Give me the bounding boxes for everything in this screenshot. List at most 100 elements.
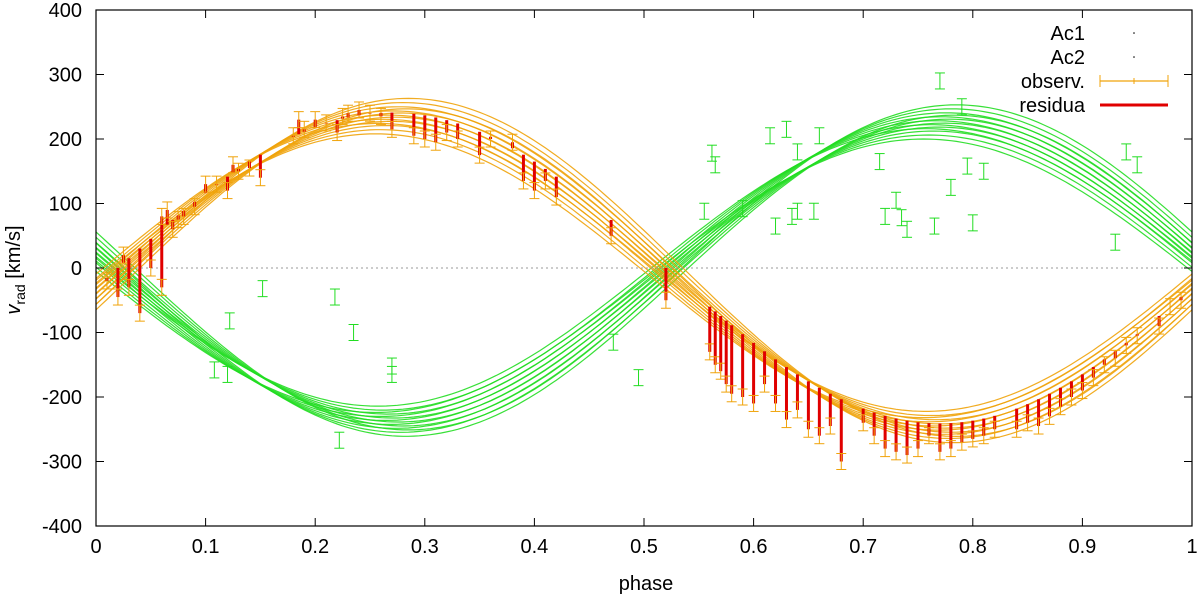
secondary-point-15 bbox=[765, 127, 776, 145]
primary-point-33 bbox=[419, 130, 430, 148]
primary-point-55 bbox=[781, 411, 792, 429]
primary-point-49 bbox=[721, 375, 732, 393]
secondary-point-29 bbox=[934, 72, 945, 90]
secondary-point-6 bbox=[348, 324, 359, 341]
secondary-model-curve-13 bbox=[95, 104, 1193, 431]
primary-point-45 bbox=[660, 291, 671, 309]
secondary-point-23 bbox=[874, 153, 885, 171]
primary-point-9 bbox=[167, 220, 178, 238]
secondary-point-24 bbox=[880, 207, 891, 225]
x-tick-label-7: 0.7 bbox=[849, 536, 877, 558]
x-tick-label-6: 0.6 bbox=[740, 536, 768, 558]
secondary-point-22 bbox=[814, 127, 825, 145]
primary-point-5 bbox=[145, 259, 156, 277]
primary-model-curve-12 bbox=[95, 108, 1193, 444]
secondary-point-21 bbox=[808, 202, 819, 220]
secondary-point-1 bbox=[222, 365, 233, 383]
y-tick-label-8: 400 bbox=[49, 0, 82, 22]
secondary-point-17 bbox=[781, 120, 792, 138]
secondary-point-34 bbox=[978, 162, 989, 180]
axes: 0 0.1 0.2 0.3 0.4 0.5 0.6 0.7 0.8 0.9 1 -400 -300 -20… bbox=[42, 0, 1198, 558]
primary-point-28 bbox=[354, 101, 365, 119]
x-tick-label-10: 1 bbox=[1186, 536, 1197, 558]
x-tick-label-8: 0.8 bbox=[959, 536, 987, 558]
secondary-point-26 bbox=[896, 209, 907, 227]
primary-point-38 bbox=[485, 130, 496, 148]
secondary-point-33 bbox=[967, 214, 978, 232]
primary-point-44 bbox=[606, 227, 617, 245]
primary-point-35 bbox=[441, 124, 452, 142]
primary-point-39 bbox=[507, 133, 518, 151]
secondary-point-31 bbox=[956, 98, 967, 116]
primary-point-58 bbox=[814, 427, 825, 445]
secondary-point-0 bbox=[209, 361, 220, 379]
primary-point-84 bbox=[1121, 336, 1132, 354]
primary-point-34 bbox=[430, 133, 441, 151]
primary-point-53 bbox=[759, 375, 770, 393]
primary-point-56 bbox=[792, 401, 803, 419]
primary-point-65 bbox=[902, 446, 913, 464]
y-tick-label-1: -300 bbox=[42, 452, 82, 474]
secondary-point-8 bbox=[386, 365, 397, 383]
primary-point-36 bbox=[452, 130, 463, 148]
primary-point-50 bbox=[726, 385, 737, 403]
x-tick-label-0: 0 bbox=[90, 536, 101, 558]
secondary-point-19 bbox=[792, 202, 803, 220]
model-curves bbox=[95, 97, 1193, 444]
secondary-point-25 bbox=[891, 191, 902, 209]
x-tick-label-5: 0.5 bbox=[630, 536, 658, 558]
primary-point-64 bbox=[891, 443, 902, 461]
primary-point-88 bbox=[1176, 291, 1187, 309]
primary-point-61 bbox=[858, 414, 869, 432]
primary-point-67 bbox=[923, 427, 934, 445]
primary-point-19 bbox=[255, 169, 266, 187]
secondary-point-27 bbox=[902, 220, 913, 238]
secondary-point-4 bbox=[329, 288, 340, 306]
secondary-point-20 bbox=[792, 143, 803, 161]
legend-label-3: residua bbox=[1019, 95, 1085, 117]
primary-point-31 bbox=[386, 120, 397, 138]
secondary-point-37 bbox=[1132, 156, 1143, 174]
primary-point-43 bbox=[551, 188, 562, 206]
x-tick-label-1: 0.1 bbox=[192, 536, 220, 558]
secondary-model-curve-2 bbox=[95, 134, 1193, 417]
primary-point-63 bbox=[880, 440, 891, 458]
secondary-point-5 bbox=[334, 431, 345, 449]
primary-point-77 bbox=[1044, 407, 1055, 425]
primary-point-52 bbox=[748, 394, 759, 412]
primary-point-24 bbox=[321, 114, 332, 132]
primary-point-30 bbox=[375, 107, 386, 125]
primary-point-57 bbox=[803, 420, 814, 438]
primary-point-70 bbox=[956, 433, 967, 451]
primary-point-69 bbox=[945, 440, 956, 458]
primary-point-1 bbox=[112, 288, 123, 306]
primary-point-22 bbox=[299, 120, 310, 138]
primary-point-75 bbox=[1022, 414, 1033, 432]
y-tick-label-5: 100 bbox=[49, 194, 82, 216]
secondary-point-18 bbox=[786, 207, 797, 225]
y-tick-label-0: -400 bbox=[42, 516, 82, 538]
secondary-point-9 bbox=[608, 333, 619, 351]
primary-point-7 bbox=[156, 278, 167, 296]
legend-sample-0 bbox=[1133, 32, 1135, 34]
primary-point-62 bbox=[869, 427, 880, 445]
primary-point-8 bbox=[162, 201, 173, 219]
x-tick-label-4: 0.4 bbox=[520, 536, 548, 558]
secondary-point-32 bbox=[962, 157, 973, 175]
primary-point-85 bbox=[1132, 327, 1143, 345]
primary-model-curve-1 bbox=[95, 122, 1193, 412]
primary-point-15 bbox=[222, 182, 233, 200]
y-axis-label-subscript: rad bbox=[12, 284, 28, 304]
secondary-point-28 bbox=[929, 217, 940, 235]
y-axis-label: vrad [km/s] bbox=[3, 225, 28, 314]
y-tick-label-4: 0 bbox=[71, 258, 82, 280]
primary-point-6 bbox=[156, 207, 167, 225]
secondary-point-10 bbox=[633, 369, 644, 387]
primary-point-47 bbox=[710, 356, 721, 374]
secondary-model-curve-0 bbox=[95, 138, 1193, 414]
primary-point-27 bbox=[343, 104, 354, 122]
primary-point-29 bbox=[365, 104, 375, 122]
x-tick-label-3: 0.3 bbox=[411, 536, 439, 558]
